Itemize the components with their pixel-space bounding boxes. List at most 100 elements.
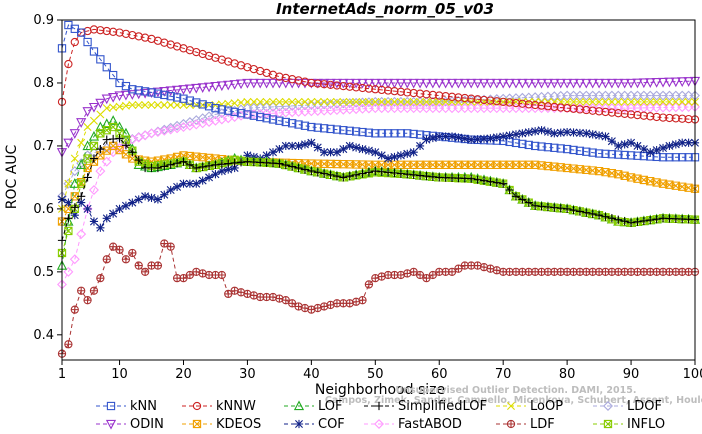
y-axis-title: ROC AUC xyxy=(4,144,20,209)
data-point xyxy=(185,179,194,188)
legend-swatch-marker xyxy=(293,400,305,411)
data-point xyxy=(454,93,463,102)
legend-label: kNNW xyxy=(216,399,256,414)
data-point xyxy=(678,153,687,162)
data-point xyxy=(275,97,284,106)
data-point xyxy=(415,130,425,139)
data-point xyxy=(473,135,482,144)
data-point xyxy=(236,109,246,118)
data-point xyxy=(140,267,150,276)
legend-entry-knn: kNN xyxy=(96,399,157,414)
chart-title: InternetAds_norm_05_v03 xyxy=(276,0,494,18)
data-point xyxy=(288,97,297,106)
data-point xyxy=(671,114,680,123)
data-point xyxy=(376,103,387,114)
legend-entry-odin: ODIN xyxy=(96,417,164,432)
data-point xyxy=(300,121,310,130)
legend-swatch-marker xyxy=(294,419,304,429)
legend-label: kNN xyxy=(130,399,157,414)
data-point xyxy=(639,144,648,154)
data-point xyxy=(614,109,623,118)
data-point xyxy=(128,30,137,40)
data-point xyxy=(376,78,387,89)
data-point xyxy=(121,255,131,264)
data-point xyxy=(383,103,394,114)
data-point xyxy=(363,78,375,89)
data-point xyxy=(358,97,367,106)
data-point xyxy=(409,129,418,139)
data-point xyxy=(396,97,405,106)
data-point xyxy=(633,151,642,160)
data-point xyxy=(288,141,297,151)
data-point xyxy=(511,130,521,139)
data-point xyxy=(128,85,137,94)
data-point xyxy=(192,163,201,173)
data-point xyxy=(569,128,578,137)
data-point xyxy=(657,77,669,88)
data-point xyxy=(371,97,380,106)
data-point xyxy=(459,78,470,89)
data-point xyxy=(460,93,469,103)
data-point xyxy=(594,107,604,116)
data-point xyxy=(179,94,188,103)
data-point xyxy=(320,124,329,133)
data-point xyxy=(638,78,649,89)
data-point xyxy=(96,223,105,232)
data-point xyxy=(288,299,297,308)
data-point xyxy=(632,78,643,89)
data-point xyxy=(121,201,131,210)
data-point xyxy=(415,141,425,151)
legend-label: ODIN xyxy=(130,417,164,432)
data-point xyxy=(587,78,598,89)
data-point xyxy=(102,104,111,113)
legend-entry-kdeos: KDEOS xyxy=(182,417,261,432)
series-line-ldof xyxy=(61,95,695,197)
data-point xyxy=(345,126,354,135)
data-point xyxy=(575,105,585,114)
data-point xyxy=(115,204,124,213)
data-point xyxy=(531,201,540,210)
data-point xyxy=(109,70,118,80)
data-point xyxy=(230,163,239,173)
data-point xyxy=(198,176,207,185)
data-point xyxy=(588,148,597,157)
data-point xyxy=(217,160,226,169)
data-point xyxy=(408,96,419,107)
data-point xyxy=(281,117,290,127)
data-point xyxy=(542,78,554,89)
data-point xyxy=(447,92,457,101)
data-point xyxy=(76,159,87,169)
x-tick-label: 70 xyxy=(495,367,512,382)
data-point xyxy=(152,87,164,98)
data-point xyxy=(454,264,463,273)
data-point xyxy=(600,78,611,89)
data-point xyxy=(134,155,143,165)
data-point xyxy=(518,99,527,108)
data-point xyxy=(607,150,617,159)
data-point xyxy=(619,78,630,89)
data-point xyxy=(299,78,311,89)
data-point xyxy=(486,96,495,105)
series-line-loop xyxy=(61,101,695,210)
data-point xyxy=(153,163,163,173)
data-point xyxy=(237,98,246,107)
data-point xyxy=(415,270,425,280)
data-point xyxy=(403,149,412,158)
x-tick-label: 90 xyxy=(623,367,640,382)
series-line-lof xyxy=(61,120,696,266)
data-point xyxy=(70,211,79,220)
data-point xyxy=(614,215,623,224)
data-point xyxy=(120,127,132,138)
legend-swatch-marker xyxy=(507,402,515,410)
data-point xyxy=(499,132,508,141)
data-point xyxy=(115,134,124,143)
data-point xyxy=(358,169,367,178)
data-point xyxy=(670,90,681,101)
legend-label: LOF xyxy=(318,399,343,414)
data-point xyxy=(607,97,616,106)
data-point xyxy=(275,144,284,154)
data-point xyxy=(588,106,597,115)
data-point xyxy=(352,97,361,106)
data-point xyxy=(587,90,598,101)
